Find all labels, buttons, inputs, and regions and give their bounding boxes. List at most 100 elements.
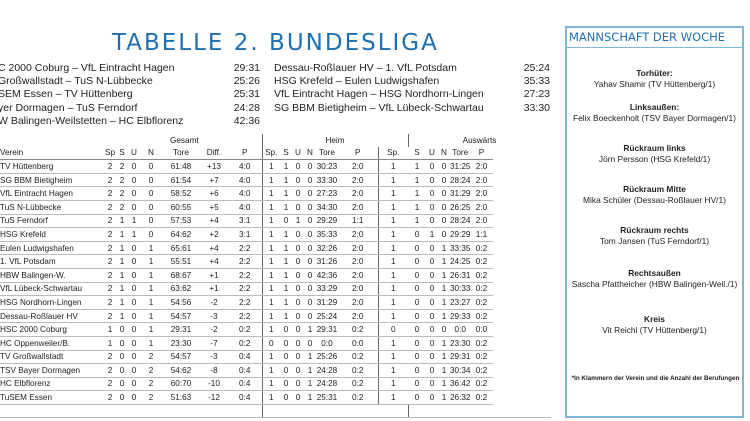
heim-cell: 0 xyxy=(280,336,292,351)
gesamt-cell: 0:4 xyxy=(228,350,262,365)
heim-cell: 0 xyxy=(292,268,304,283)
gesamt-cell: 2:2 xyxy=(228,268,262,283)
col-header-auswaerts: N xyxy=(438,146,450,161)
gesamt-cell: 1 xyxy=(116,295,128,310)
heim-cell: 0 xyxy=(292,350,304,365)
auswaerts-cell: 1 xyxy=(377,227,408,242)
table-row: Eulen Ludwigshafen 2 1 0 1 65:61 +4 2:2 1 1 0 0 32:2… xyxy=(0,241,551,256)
col-header-heim: Sp. xyxy=(261,146,280,161)
heim-cell: 0 xyxy=(304,200,316,215)
heim-cell: 2:0 xyxy=(338,268,378,283)
heim-cell: 25:26 xyxy=(316,350,338,365)
match-score: 35:33 xyxy=(523,75,550,88)
heim-cell: 27:23 xyxy=(316,186,338,201)
auswaerts-cell: 1 xyxy=(438,295,450,310)
auswaerts-cell: 1 xyxy=(408,186,426,201)
auswaerts-cell: 0 xyxy=(408,390,426,405)
heim-cell: 30:23 xyxy=(316,159,338,174)
auswaerts-cell: 1 xyxy=(408,214,426,229)
position-block: Rückraum Mitte Mika Schüler (Dessau-Roßla… xyxy=(567,184,742,206)
position-player: Tom Jansen (TuS Ferndorf/1) xyxy=(599,236,710,246)
match-left-1: Großwallstadt – TuS N-Lübbecke xyxy=(0,75,153,88)
auswaerts-cell: 31:25 xyxy=(450,159,471,174)
gesamt-cell: 64:62 xyxy=(162,227,200,242)
empty-cell xyxy=(228,404,262,419)
gesamt-cell: +5 xyxy=(200,200,228,215)
gesamt-cell: -7 xyxy=(200,336,228,351)
heim-cell: 0 xyxy=(280,214,292,229)
auswaerts-cell: 0:2 xyxy=(470,282,493,297)
auswaerts-cell: 29:29 xyxy=(450,227,471,242)
heim-cell: 0 xyxy=(292,377,304,392)
match-left-2: SEM Essen – TV Hüttenberg xyxy=(0,88,133,101)
gesamt-cell: 0 xyxy=(128,363,140,378)
heim-cell: 0:0 xyxy=(316,336,338,351)
empty-cell xyxy=(128,404,140,419)
gesamt-cell: 1 xyxy=(140,241,162,256)
heim-cell: 0 xyxy=(292,363,304,378)
heim-cell: 0 xyxy=(280,377,292,392)
gesamt-cell: 54:56 xyxy=(162,295,200,310)
gesamt-cell: 63:62 xyxy=(162,282,200,297)
auswaerts-cell: 0 xyxy=(408,322,426,337)
auswaerts-cell: 1 xyxy=(426,227,438,242)
auswaerts-cell: 0 xyxy=(426,254,438,269)
heim-cell: 33:29 xyxy=(316,282,338,297)
match-left-4: W Balingen-Weilstetten – HC Elbflorenz xyxy=(0,114,184,127)
heim-cell: 0 xyxy=(292,295,304,310)
heim-cell: 1 xyxy=(261,363,280,378)
gesamt-cell: 54:57 xyxy=(162,309,200,324)
auswaerts-cell: 0 xyxy=(408,241,426,256)
footnote: *In Klammern der Verein und die Anzahl d… xyxy=(571,375,740,382)
gesamt-cell: 2 xyxy=(104,268,116,283)
gesamt-cell: 2 xyxy=(140,377,162,392)
auswaerts-cell: 31:29 xyxy=(450,186,471,201)
position-block: Kreis Vit Reichl (TV Hüttenberg/1) xyxy=(567,314,742,336)
gesamt-cell: 58:52 xyxy=(162,186,200,201)
table-row: HC Oppenweiler/B. 1 0 0 1 23:30 -7 0:2 0 0 0 0 0:0 0:… xyxy=(0,336,551,351)
gesamt-cell: -2 xyxy=(200,322,228,337)
heim-cell: 29:31 xyxy=(316,322,338,337)
gesamt-cell: 1 xyxy=(140,295,162,310)
gesamt-cell: 0 xyxy=(116,336,128,351)
heim-cell: 0:2 xyxy=(338,363,378,378)
gesamt-cell: 1 xyxy=(128,214,140,229)
col-header-heim: P xyxy=(338,146,378,161)
team-of-week-panel: MANNSCHAFT DER WOCHE Torhüter: Yahav Sham… xyxy=(565,26,744,418)
heim-cell: 0 xyxy=(304,336,316,351)
heim-cell: 2:0 xyxy=(338,159,378,174)
position-block: Linksaußen: Felix Boeckenholt (TSV Bayer … xyxy=(567,102,742,124)
gesamt-cell: 2 xyxy=(140,390,162,405)
gesamt-cell: 1 xyxy=(116,309,128,324)
team-name: VfL Lübeck-Schwartau xyxy=(0,282,104,297)
team-name: HSG Krefeld xyxy=(0,227,104,242)
table-row-empty xyxy=(0,404,551,419)
heim-cell: 2:0 xyxy=(338,254,378,269)
gesamt-cell: 0 xyxy=(128,173,140,188)
auswaerts-cell: 0:2 xyxy=(470,336,493,351)
auswaerts-cell: 1 xyxy=(377,309,408,324)
team-name: HC Elbflorenz xyxy=(0,377,104,392)
heim-cell: 2:0 xyxy=(338,200,378,215)
position-role: Rückraum rechts xyxy=(620,225,689,235)
position-role: Rückraum Mitte xyxy=(623,184,686,194)
gesamt-cell: 54:57 xyxy=(162,350,200,365)
position-role: Rückraum links xyxy=(623,143,686,153)
auswaerts-cell: 0 xyxy=(426,159,438,174)
gesamt-cell: 2:2 xyxy=(228,241,262,256)
heim-cell: 1 xyxy=(261,309,280,324)
gesamt-cell: 0 xyxy=(116,390,128,405)
auswaerts-cell: 0 xyxy=(408,227,426,242)
auswaerts-cell: 1 xyxy=(377,390,408,405)
gesamt-cell: -12 xyxy=(200,390,228,405)
empty-cell xyxy=(438,404,450,419)
gesamt-cell: 0 xyxy=(128,309,140,324)
auswaerts-cell: 1 xyxy=(438,309,450,324)
gesamt-cell: +7 xyxy=(200,173,228,188)
gesamt-cell: 1 xyxy=(128,227,140,242)
auswaerts-cell: 0 xyxy=(408,363,426,378)
col-header-heim: U xyxy=(292,146,304,161)
col-header-gesamt: Diff. xyxy=(200,146,228,161)
match-right-0: Dessau-Roßlauer HV – 1. VfL Potsdam xyxy=(274,62,457,74)
heim-cell: 1 xyxy=(261,214,280,229)
